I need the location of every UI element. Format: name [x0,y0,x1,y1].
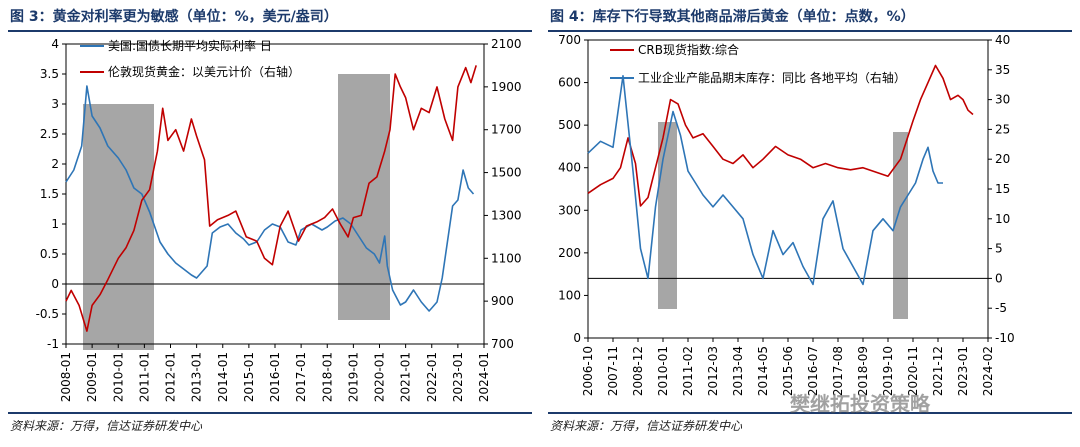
y-left-tick-label: 300 [558,203,581,217]
figure-4-bottom-rule [548,412,1072,414]
x-tick-label: 2008-12 [631,346,645,396]
y-left-tick-label: 0 [51,277,59,291]
x-tick-label: 2021-01 [399,352,413,402]
y-left-tick-label: 2 [51,157,59,171]
figure-4-panel: 图 4：库存下行导致其他商品滞后黄金（单位：点数，%） 0 100 200 300 40… [540,0,1080,447]
series-line-2 [587,74,943,286]
y-left-tick-label: 700 [558,33,581,47]
y-left-tick-label: 500 [558,118,581,132]
y-right-tick-label: 35 [995,63,1010,77]
legend-label-1: CRB现货指数:综合 [638,42,739,57]
y-right-tick-label: 30 [995,93,1010,107]
x-tick-label: 2010-01 [111,352,125,402]
series-line-1 [587,64,974,207]
y-left-tick-label: 1.5 [40,187,59,201]
x-tick-label: 2021-12 [931,346,945,396]
x-tick-label: 2020-01 [373,352,387,402]
x-tick-label: 2016-01 [268,352,282,402]
x-tick-label: 2012-03 [706,346,720,396]
x-tick-label: 2007-11 [606,346,620,396]
y-left-tick-label: 3.5 [40,67,59,81]
y-left-tick-label: 0 [573,331,581,345]
y-left-tick-label: 2.5 [40,127,59,141]
y-left-tick-label: 200 [558,246,581,260]
y-right-tick-label: 5 [995,242,1003,256]
shaded-period-2 [338,74,390,320]
x-tick-label: 2023-01 [451,352,465,402]
x-tick-label: 2024-02 [981,346,995,396]
x-tick-label: 2023-01 [956,346,970,396]
y-left-tick-label: -1 [47,337,59,351]
y-right-tick-label: 20 [995,152,1010,166]
y-left-tick-label: 4 [51,37,59,51]
x-tick-label: 2012-01 [164,352,178,402]
y-right-tick-label: 900 [491,294,514,308]
figure-3-title-rule [8,30,532,32]
y-right-tick-label: 15 [995,182,1010,196]
figure-3-title: 图 3：黄金对利率更为敏感（单位：%，美元/盎司） [10,9,338,25]
x-tick-label: 2006-10 [581,346,595,396]
y-right-tick-label: 1700 [491,123,522,137]
y-right-tick-label: 1900 [491,80,522,94]
x-tick-label: 2024-01 [477,352,491,402]
y-right-tick-label: 10 [995,212,1010,226]
y-right-tick-label: 700 [491,337,514,351]
y-right-tick-label: 40 [995,33,1010,47]
figure-4-chart: 0 100 200 300 400 500 600 700 -10 -5 0 5 10 15 20 25 30 3… [558,33,1015,396]
x-tick-label: 2013-01 [190,352,204,402]
figure-4-source: 资料来源：万得，信达证券研发中心 [550,419,743,433]
y-right-tick-label: -10 [995,331,1015,345]
x-tick-label: 2011-02 [681,346,695,396]
figure-3-chart: -1 -0.5 0 0.5 1 1.5 2 2.5 3 3.5 4 700 900 1100 1300 150… [36,37,522,402]
x-tick-label: 2013-04 [731,346,745,396]
y-right-tick-label: 1100 [491,251,522,265]
figure-3-source: 资料来源：万得，信达证券研发中心 [10,419,203,433]
x-tick-label: 2016-07 [806,346,820,396]
y-left-tick-label: 600 [558,76,581,90]
series-line-1 [65,85,475,312]
x-tick-label: 2019-10 [881,346,895,396]
figure-4-title-rule [548,30,1072,32]
y-right-tick-label: 1500 [491,166,522,180]
y-left-tick-label: 100 [558,288,581,302]
shaded-period-1 [83,104,154,350]
y-right-tick-label: 25 [995,122,1010,136]
figure-3-bottom-rule [8,412,532,414]
y-left-tick-label: 0.5 [40,247,59,261]
figure-3-panel: 图 3：黄金对利率更为敏感（单位：%，美元/盎司） -1 -0.5 0 0.5 1 1.5… [8,9,532,433]
legend-label-2: 伦敦现货黄金：以美元计价（右轴） [108,64,300,79]
x-tick-label: 2014-01 [216,352,230,402]
x-tick-label: 2022-01 [425,352,439,402]
y-left-tick-label: 400 [558,161,581,175]
x-tick-label: 2019-01 [346,352,360,402]
y-right-tick-label: -5 [995,301,1007,315]
x-tick-label: 2018-01 [320,352,334,402]
y-right-tick-label: 0 [995,271,1003,285]
shaded-period-2 [893,132,908,319]
x-tick-label: 2020-11 [906,346,920,396]
x-tick-label: 2014-05 [756,346,770,396]
x-tick-label: 2008-01 [59,352,73,402]
y-right-tick-label: 2100 [491,37,522,51]
legend-label-1: 美国:国债长期平均实际利率 日 [108,38,272,53]
y-right-tick-label: 1300 [491,208,522,222]
x-tick-label: 2015-06 [781,346,795,396]
x-tick-label: 2017-08 [831,346,845,396]
legend-label-2: 工业企业产能品期末库存：同比 各地平均（右轴） [638,70,906,85]
y-left-tick-label: -0.5 [36,307,59,321]
shaded-period-1 [658,122,677,309]
y-left-tick-label: 3 [51,97,59,111]
x-tick-label: 2011-01 [137,352,151,402]
x-tick-label: 2009-01 [85,352,99,402]
x-tick-label: 2018-09 [856,346,870,396]
watermark: 樊继拓投资策略 [790,392,930,416]
figure-4-title: 图 4：库存下行导致其他商品滞后黄金（单位：点数，%） [550,9,915,25]
series-line-2 [65,65,477,332]
x-tick-label: 2017-01 [294,352,308,402]
x-tick-label: 2015-01 [242,352,256,402]
x-tick-label: 2010-01 [656,346,670,396]
y-left-tick-label: 1 [51,217,59,231]
